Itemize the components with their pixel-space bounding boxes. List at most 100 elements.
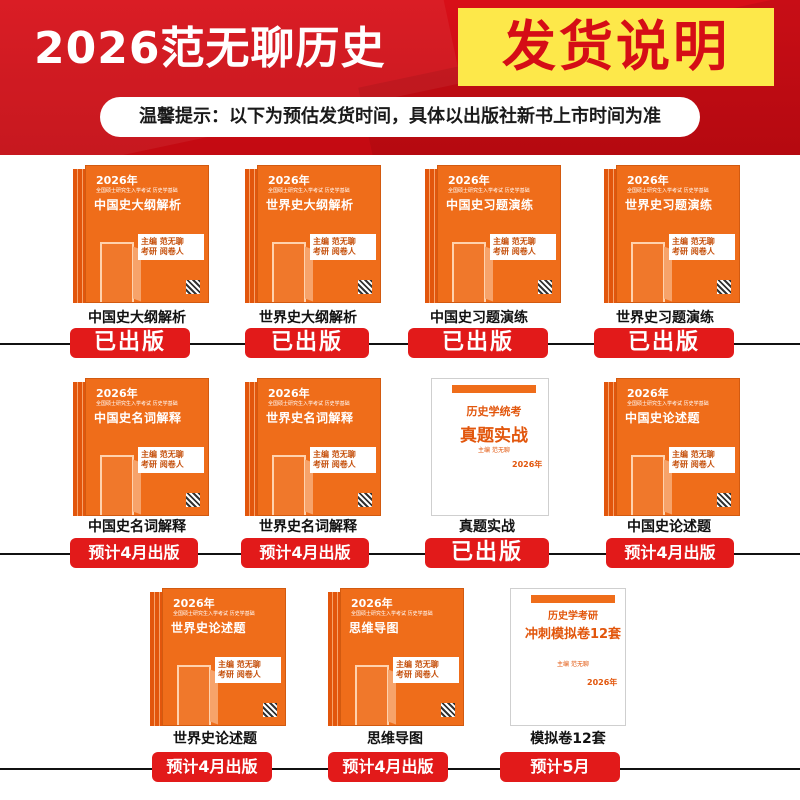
page-title: 2026范无聊历史 [34,23,386,74]
door-graphic [272,242,306,302]
cover-title: 世界史习题演练 [625,198,713,212]
status-badge: 预计4月出版 [70,538,198,568]
cover-subtitle: 全国硕士研究生入学考试 历史学基础 [268,401,350,407]
qr-code-icon [186,280,200,294]
book-cover[interactable]: 2026年 全国硕士研究生入学考试 历史学基础 世界史论述题 主编 范无聊 考研 … [150,588,286,726]
cover-year: 2026年 [627,387,669,400]
book-cover[interactable]: 历史学考研 冲刺模拟卷12套 主编 范无聊 2026年 [510,588,626,726]
book-cover[interactable]: 2026年 全国硕士研究生入学考试 历史学基础 中国史名词解释 主编 范无聊 考研… [73,378,209,516]
door-graphic [631,242,665,302]
editor-label: 主编 范无聊 [313,237,356,246]
book-cover[interactable]: 2026年 全国硕士研究生入学考试 历史学基础 思维导图 主编 范无聊 考研 阅卷… [328,588,464,726]
door-graphic [272,455,306,515]
editor-label: 主编 范无聊 [396,660,439,669]
door-graphic [177,665,211,725]
cover-title: 中国史习题演练 [446,198,534,212]
cover-editor: 主编 范无聊 考研 阅卷人 [669,234,735,260]
cover-face: 2026年 全国硕士研究生入学考试 历史学基础 世界史习题演练 主编 范无聊 考研… [616,165,740,303]
header-banner: 2026范无聊历史 发货说明 温馨提示：以下为预估发货时间，具体以出版社新书上市… [0,0,800,155]
cover-face: 2026年 全国硕士研究生入学考试 历史学基础 思维导图 主编 范无聊 考研 阅卷… [340,588,464,726]
book-caption: 中国史名词解释 [88,519,186,535]
book-caption: 中国史论述题 [627,519,711,535]
book-caption: 思维导图 [367,731,423,747]
qr-code-icon [717,493,731,507]
row-divider [0,343,800,345]
cover-subtitle: 全国硕士研究生入学考试 历史学基础 [96,188,178,194]
editor-label: 主编 范无聊 [141,237,184,246]
status-badge: 已出版 [70,328,190,358]
cover-face: 2026年 全国硕士研究生入学考试 历史学基础 中国史习题演练 主编 范无聊 考研… [437,165,561,303]
brand-label: 考研 阅卷人 [313,247,356,256]
cover-title: 世界史名词解释 [266,411,354,425]
book-caption: 世界史习题演练 [616,310,714,326]
brand-label: 考研 阅卷人 [141,460,184,469]
cover-face: 2026年 全国硕士研究生入学考试 历史学基础 世界史名词解释 主编 范无聊 考研… [257,378,381,516]
book-cover[interactable]: 2026年 全国硕士研究生入学考试 历史学基础 世界史名词解释 主编 范无聊 考研… [245,378,381,516]
book-cover[interactable]: 2026年 全国硕士研究生入学考试 历史学基础 中国史论述题 主编 范无聊 考研 … [604,378,740,516]
cover-ribbon [452,385,536,393]
cover-year: 2026年 [96,174,138,187]
cover-title: 真题实战 [460,426,528,446]
cover-face: 2026年 全国硕士研究生入学考试 历史学基础 中国史名词解释 主编 范无聊 考研… [85,378,209,516]
status-badge: 预计4月出版 [328,752,448,782]
qr-code-icon [717,280,731,294]
cover-title: 中国史论述题 [625,411,701,425]
status-badge: 预计5月 [500,752,620,782]
status-badge: 已出版 [594,328,734,358]
door-graphic [100,242,134,302]
door-graphic [355,665,389,725]
cover-face: 历史学考研 冲刺模拟卷12套 主编 范无聊 2026年 [510,588,626,726]
cover-face: 2026年 全国硕士研究生入学考试 历史学基础 中国史大纲解析 主编 范无聊 考研… [85,165,209,303]
cover-year: 2026年 [268,174,310,187]
cover-title: 世界史大纲解析 [266,198,354,212]
book-cover[interactable]: 2026年 全国硕士研究生入学考试 历史学基础 中国史大纲解析 主编 范无聊 考研… [73,165,209,303]
book-caption: 世界史大纲解析 [259,310,357,326]
cover-editor: 主编 范无聊 考研 阅卷人 [669,447,735,473]
door-graphic [100,455,134,515]
cover-title: 世界史论述题 [171,621,247,635]
qr-code-icon [441,703,455,717]
qr-code-icon [538,280,552,294]
row-divider [0,553,800,555]
cover-year: 2026年 [351,597,393,610]
cover-editor: 主编 范无聊 考研 阅卷人 [138,234,204,260]
cover-editor: 主编 范无聊 考研 阅卷人 [215,657,281,683]
status-badge: 预计4月出版 [241,538,369,568]
qr-code-icon [358,280,372,294]
qr-code-icon [358,493,372,507]
cover-year: 2026年 [173,597,215,610]
editor-label: 主编 范无聊 [141,450,184,459]
brand-label: 考研 阅卷人 [313,460,356,469]
editor-label: 主编 范无聊 [672,237,715,246]
editor-label: 主编 范无聊 [493,237,536,246]
book-cover[interactable]: 2026年 全国硕士研究生入学考试 历史学基础 世界史习题演练 主编 范无聊 考研… [604,165,740,303]
brand-label: 考研 阅卷人 [218,670,261,679]
book-caption: 中国史大纲解析 [88,310,186,326]
cover-subtitle: 全国硕士研究生入学考试 历史学基础 [96,401,178,407]
book-caption: 世界史名词解释 [259,519,357,535]
cover-title: 中国史大纲解析 [94,198,182,212]
cover-editor: 主编 范无聊 考研 阅卷人 [310,447,376,473]
cover-face: 历史学统考 真题实战 主编 范无聊 2026年 [431,378,549,516]
book-caption: 真题实战 [459,519,515,535]
status-badge: 已出版 [425,538,549,568]
qr-code-icon [263,703,277,717]
cover-top-title: 历史学考研 [548,611,598,622]
status-badge: 预计4月出版 [152,752,272,782]
book-caption: 中国史习题演练 [430,310,528,326]
cover-editor: 主编 范无聊 [478,447,510,454]
book-cover[interactable]: 历史学统考 真题实战 主编 范无聊 2026年 [431,378,549,516]
brand-label: 考研 阅卷人 [396,670,439,679]
cover-editor: 主编 范无聊 考研 阅卷人 [490,234,556,260]
page-title-highlight: 发货说明 [458,8,774,86]
cover-year: 2026年 [627,174,669,187]
cover-face: 2026年 全国硕士研究生入学考试 历史学基础 世界史大纲解析 主编 范无聊 考研… [257,165,381,303]
notice-text: 温馨提示：以下为预估发货时间，具体以出版社新书上市时间为准 [100,97,700,137]
book-cover[interactable]: 2026年 全国硕士研究生入学考试 历史学基础 世界史大纲解析 主编 范无聊 考研… [245,165,381,303]
cover-ribbon [531,595,615,603]
cover-editor: 主编 范无聊 考研 阅卷人 [310,234,376,260]
cover-editor: 主编 范无聊 [557,661,589,668]
qr-code-icon [186,493,200,507]
brand-label: 考研 阅卷人 [141,247,184,256]
book-cover[interactable]: 2026年 全国硕士研究生入学考试 历史学基础 中国史习题演练 主编 范无聊 考研… [425,165,561,303]
